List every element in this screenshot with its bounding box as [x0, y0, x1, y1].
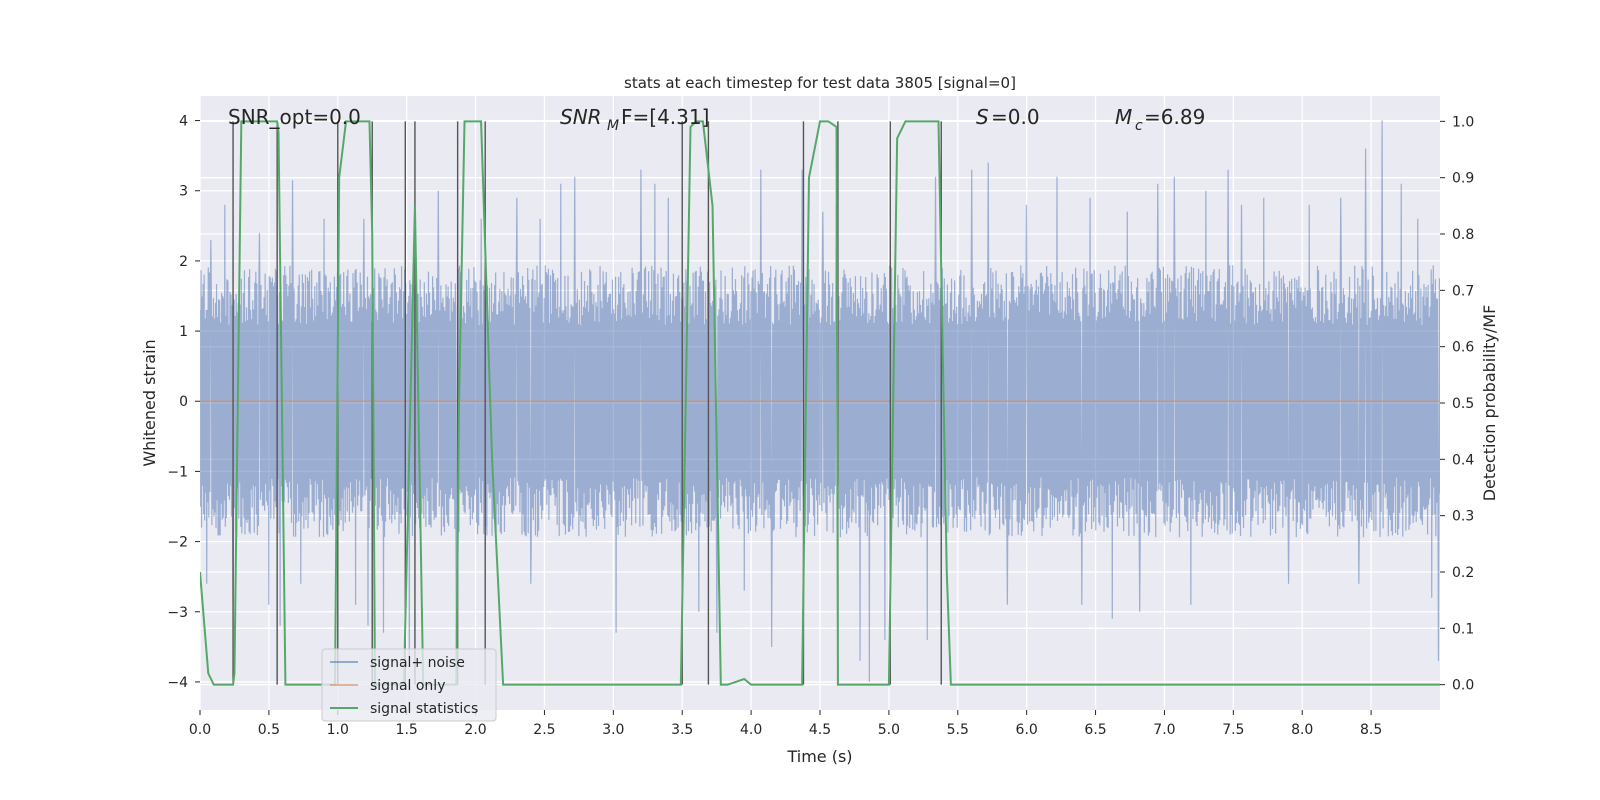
x-tick-label: 6.5 — [1084, 722, 1106, 738]
y2-tick-label: 1.0 — [1452, 114, 1474, 130]
x-tick-label: 8.5 — [1360, 722, 1382, 738]
annotation-snr-mf-sub: M — [607, 118, 619, 134]
legend-label-signal-noise: signal+ noise — [370, 655, 465, 671]
y-axis-label: Whitened strain — [140, 339, 159, 466]
x-tick-label: 7.5 — [1222, 722, 1244, 738]
y2-tick-label: 0.4 — [1452, 452, 1474, 468]
x-tick-label: 4.5 — [809, 722, 831, 738]
annotation-snr-mf-main: SNR — [560, 105, 602, 129]
annotation-snr-opt: SNR_opt=0.0 — [228, 105, 361, 129]
x-tick-label: 6.0 — [1016, 722, 1038, 738]
x-tick-label: 5.0 — [878, 722, 900, 738]
y-tick-label: 1 — [179, 324, 188, 340]
y2-axis-label: Detection probability/MF — [1480, 305, 1499, 502]
y2-tick-label: 0.1 — [1452, 621, 1474, 637]
chart-title: stats at each timestep for test data 380… — [624, 74, 1016, 92]
x-tick-label: 1.5 — [396, 722, 418, 738]
y-tick-label: −1 — [167, 464, 188, 480]
annotation-s-main: S — [976, 105, 989, 129]
x-tick-label: 0.0 — [189, 722, 211, 738]
x-tick-label: 7.0 — [1153, 722, 1175, 738]
y-tick-label: 0 — [179, 394, 188, 410]
annotation-mc-sub: c — [1135, 118, 1143, 134]
series-signal-noise — [200, 120, 1440, 682]
annotation-mc-rest: =6.89 — [1144, 105, 1205, 129]
y-tick-label: 4 — [179, 114, 188, 130]
y2-tick-label: 0.3 — [1452, 509, 1474, 525]
y2-axis-ticks: 0.0 0.1 0.2 0.3 0.4 0.5 0.6 0.7 0.8 0.9 1.0 — [1440, 114, 1474, 694]
annotation-s: S =0.0 — [976, 105, 1040, 129]
x-axis-ticks: 0.0 0.5 1.0 1.5 2.0 2.5 3.0 3.5 4.0 4.5 5.0 5.5 6.0 6… — [189, 710, 1382, 738]
x-tick-label: 2.5 — [533, 722, 555, 738]
x-tick-label: 2.0 — [464, 722, 486, 738]
y-tick-label: −3 — [167, 605, 188, 621]
x-tick-label: 1.0 — [327, 722, 349, 738]
y2-tick-label: 0.8 — [1452, 227, 1474, 243]
series-signal-statistics — [200, 120, 1440, 686]
y2-tick-label: 0.9 — [1452, 171, 1474, 187]
x-axis-label: Time (s) — [786, 747, 852, 766]
legend-label-signal-only: signal only — [370, 678, 445, 694]
y2-tick-label: 0.2 — [1452, 565, 1474, 581]
x-tick-label: 4.0 — [740, 722, 762, 738]
legend: signal+ noise signal only signal statist… — [321, 648, 497, 722]
legend-frame — [321, 648, 497, 722]
y2-tick-label: 0.0 — [1452, 678, 1474, 694]
y2-tick-label: 0.5 — [1452, 396, 1474, 412]
y-tick-label: −2 — [167, 535, 188, 551]
signal-noise-line — [200, 120, 1440, 682]
legend-label-signal-statistics: signal statistics — [370, 701, 478, 717]
x-tick-label: 8.0 — [1291, 722, 1313, 738]
y2-tick-label: 0.7 — [1452, 283, 1474, 299]
annotation-mc-main: M — [1115, 105, 1132, 129]
y-tick-label: −4 — [167, 675, 188, 691]
x-tick-label: 5.5 — [947, 722, 969, 738]
annotation-mc: M c =6.89 — [1115, 105, 1205, 134]
x-tick-label: 3.0 — [602, 722, 624, 738]
annotation-snr-mf-rest: F=[4.31] — [621, 105, 709, 129]
y-tick-label: 2 — [179, 254, 188, 270]
x-tick-label: 3.5 — [671, 722, 693, 738]
y-tick-label: 3 — [179, 184, 188, 200]
x-tick-label: 0.5 — [258, 722, 280, 738]
annotation-s-rest: =0.0 — [991, 105, 1040, 129]
signal-statistics-line — [200, 120, 1440, 686]
y2-tick-label: 0.6 — [1452, 340, 1474, 356]
annotation-snr-mf: SNR M F=[4.31] — [560, 105, 709, 134]
y-axis-ticks: −4 −3 −2 −1 0 1 2 3 4 — [167, 114, 200, 691]
